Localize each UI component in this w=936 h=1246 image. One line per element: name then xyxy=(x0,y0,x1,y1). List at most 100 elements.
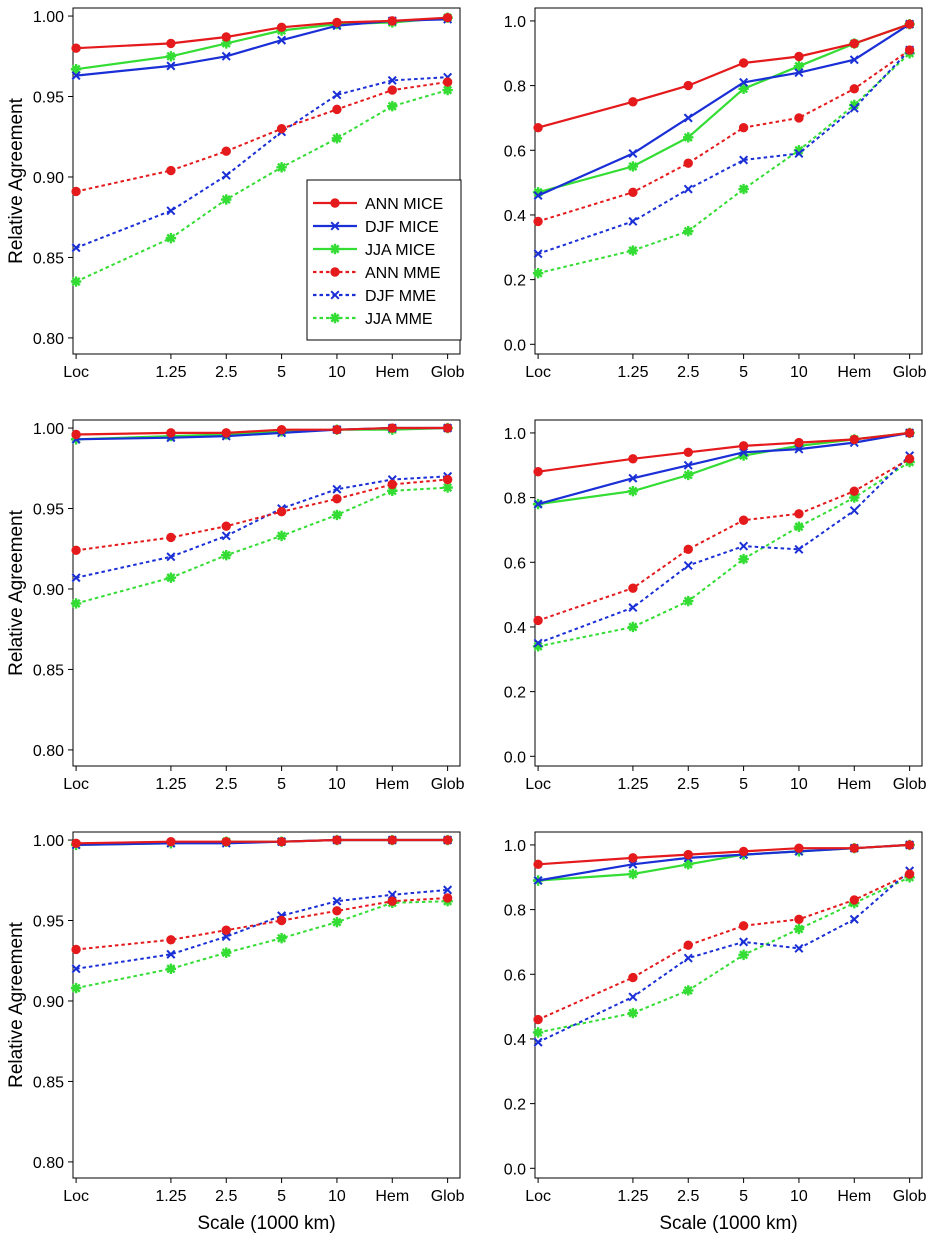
data-point xyxy=(387,100,398,112)
x-tick-label: Loc xyxy=(525,776,551,793)
data-point xyxy=(276,530,287,542)
series-line xyxy=(537,457,911,622)
x-tick-label: 5 xyxy=(277,364,286,381)
x-tick-label: Glob xyxy=(431,364,465,381)
series-djf-mme xyxy=(533,451,915,648)
legend-label: DJF MICE xyxy=(365,219,439,236)
legend-marker xyxy=(329,243,341,255)
data-point xyxy=(221,146,231,156)
chart-panel-row1-right: 0.0 0.2 0.4 0.6 0.8 1.0 Loc 1.25 2.5 5 10 Hem Glob xyxy=(504,7,927,381)
data-point xyxy=(849,914,859,924)
data-point xyxy=(533,191,543,201)
y-tick-label: 0.6 xyxy=(504,143,526,160)
data-point xyxy=(533,1037,543,1047)
data-point xyxy=(442,893,453,903)
data-point xyxy=(683,859,694,870)
x-tick-label: Loc xyxy=(525,364,551,381)
y-tick-label: 0.8 xyxy=(504,903,526,920)
series-jja-mme xyxy=(70,482,453,609)
data-point xyxy=(71,429,81,440)
data-point xyxy=(683,225,694,237)
plot-frame xyxy=(534,831,923,1179)
y-tick-label: 0.0 xyxy=(504,337,526,354)
series-djf-mme xyxy=(533,866,915,1047)
data-point xyxy=(904,840,915,850)
x-tick-label: Hem xyxy=(837,1188,871,1205)
data-point xyxy=(71,944,81,955)
data-point xyxy=(533,216,543,227)
data-point xyxy=(683,113,693,123)
data-point xyxy=(387,85,397,95)
x-tick-label: Loc xyxy=(63,364,89,381)
data-point xyxy=(738,122,749,133)
y-tick-label: 0.80 xyxy=(33,331,64,348)
data-point xyxy=(849,843,859,853)
y-tick-label: 0.2 xyxy=(504,1097,526,1114)
data-point xyxy=(387,835,397,845)
data-point xyxy=(166,428,176,438)
data-point xyxy=(166,935,176,945)
y-axis-label: Relative Agreement xyxy=(6,509,27,676)
data-point xyxy=(628,187,638,198)
y-tick-label: 0.95 xyxy=(33,914,64,931)
legend-label: JJA MME xyxy=(365,311,433,328)
data-point xyxy=(276,933,287,944)
data-point xyxy=(331,509,343,521)
y-tick-label: 0.6 xyxy=(504,967,526,984)
x-tick-label: 10 xyxy=(790,364,808,381)
series-djf-mice xyxy=(533,19,915,201)
data-point xyxy=(627,485,639,497)
data-point xyxy=(738,921,749,931)
legend-entry-jja-mme: JJA MME xyxy=(313,311,433,328)
data-point xyxy=(533,122,543,133)
y-tick-label: 0.6 xyxy=(504,555,526,572)
data-point xyxy=(332,104,342,115)
data-point xyxy=(71,573,81,583)
data-point xyxy=(738,83,749,95)
data-point xyxy=(628,603,638,613)
x-tick-label: 5 xyxy=(739,1188,748,1205)
legend-label: ANN MME xyxy=(365,265,441,282)
data-point xyxy=(739,77,749,87)
data-point xyxy=(165,572,177,583)
y-tick-label: 0.95 xyxy=(33,502,64,519)
legend-label: DJF MME xyxy=(365,288,436,305)
data-point xyxy=(849,486,859,496)
y-tick-label: 0.90 xyxy=(33,994,64,1011)
data-point xyxy=(221,38,232,49)
series-jja-mme xyxy=(532,48,915,279)
data-point xyxy=(276,162,287,173)
data-point xyxy=(332,494,342,504)
y-tick-label: 1.0 xyxy=(504,838,526,855)
x-tick-label: 2.5 xyxy=(215,776,237,793)
data-point xyxy=(683,985,694,996)
data-point xyxy=(627,245,639,256)
data-point xyxy=(166,836,176,847)
legend-marker xyxy=(330,221,340,231)
x-tick-label: 1.25 xyxy=(617,364,648,381)
data-point xyxy=(793,61,805,72)
chart-panel-row1-left: 0.80 0.85 0.90 0.95 1.00 Loc 1.25 2.5 5 10 Hem Glob… xyxy=(6,7,465,381)
series-ann-mme xyxy=(71,77,453,197)
data-point xyxy=(683,561,693,571)
data-point xyxy=(532,1027,544,1038)
data-point xyxy=(794,149,804,159)
data-point xyxy=(221,170,231,180)
y-tick-label: 0.0 xyxy=(504,749,526,766)
data-point xyxy=(442,423,453,433)
series-line xyxy=(75,900,448,990)
data-point xyxy=(276,836,287,847)
plot-frame xyxy=(72,419,461,767)
data-point xyxy=(221,32,231,42)
y-tick-label: 1.00 xyxy=(33,833,64,850)
data-point xyxy=(683,953,693,963)
y-tick-label: 0.90 xyxy=(33,170,64,187)
data-point xyxy=(904,454,915,464)
y-tick-label: 0.80 xyxy=(33,743,64,760)
y-tick-label: 0.2 xyxy=(504,273,526,290)
data-point xyxy=(332,484,342,494)
series-line xyxy=(75,18,448,77)
data-point xyxy=(683,595,694,607)
y-tick-label: 0.4 xyxy=(504,620,526,637)
data-point xyxy=(221,521,231,531)
